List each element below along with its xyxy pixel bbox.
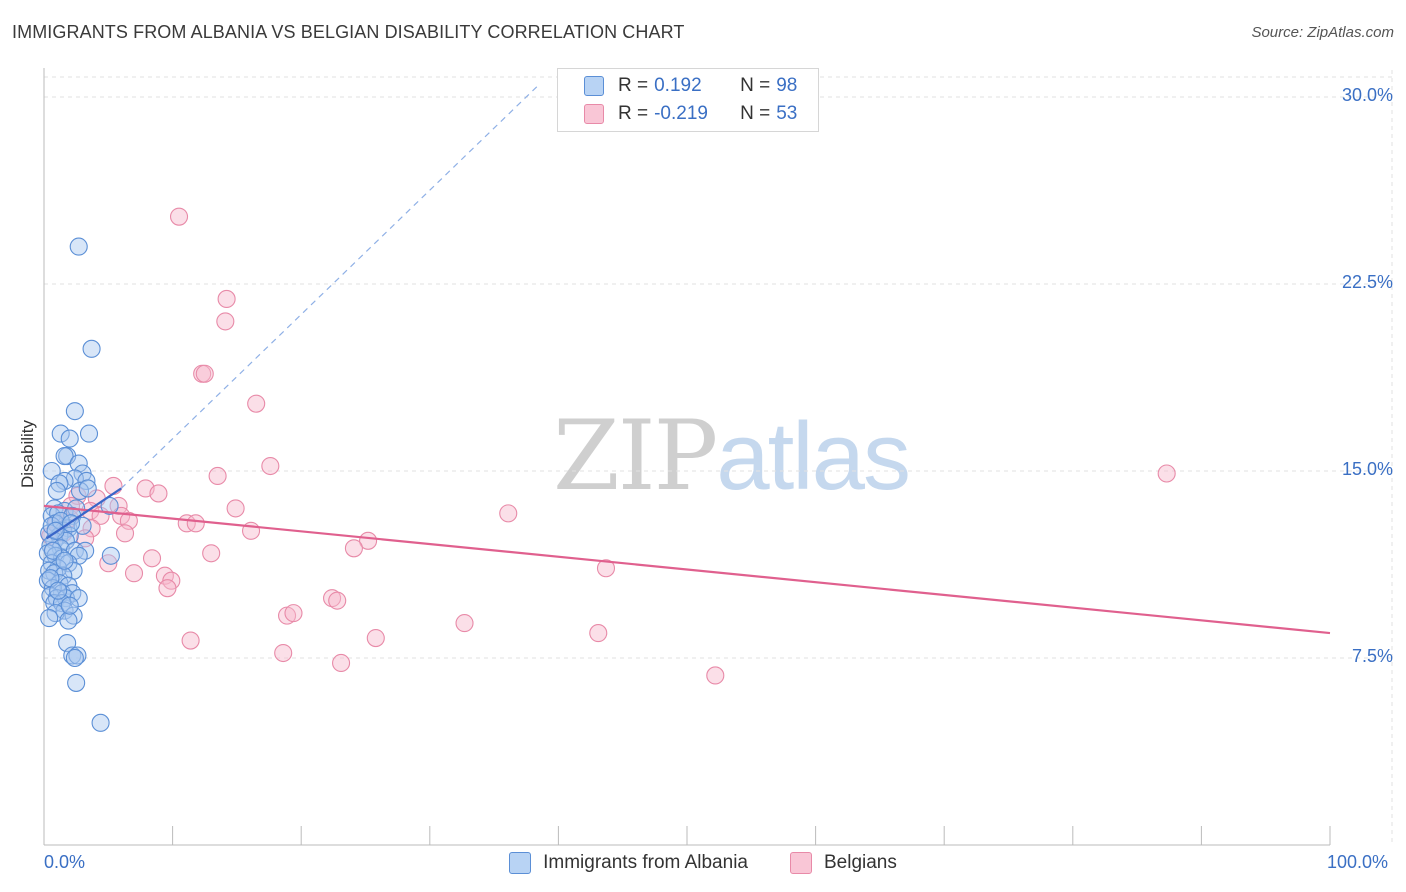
belgian-point — [323, 589, 342, 608]
albania-point — [49, 581, 68, 600]
belgian-point — [1157, 464, 1176, 483]
albania-point — [65, 402, 84, 421]
belgian-point — [115, 524, 135, 543]
x-tick-label-min: 0.0% — [44, 852, 86, 872]
r-label: R = — [618, 103, 649, 124]
axes — [43, 68, 1331, 846]
albania-swatch — [509, 852, 532, 874]
legend-row-albania: R = 0.192 N = 98 — [584, 73, 797, 99]
albania-point — [40, 609, 59, 628]
albania-point — [43, 541, 63, 560]
albania-point — [59, 611, 78, 630]
r-value: 0.192 — [654, 75, 702, 96]
albania-point — [82, 339, 101, 358]
legend-item-albania: Immigrants from Albania — [509, 852, 748, 874]
y-tick-label: 22.5% — [1341, 272, 1393, 292]
belgian-point — [366, 629, 385, 648]
belgian-point — [208, 466, 227, 486]
belgians-points — [41, 207, 1176, 685]
legend-label-albania: Immigrants from Albania — [543, 852, 748, 873]
albania-point — [69, 589, 88, 608]
n-value: 53 — [776, 103, 798, 124]
albania-point — [60, 429, 79, 448]
albania-point — [69, 454, 88, 473]
albania-point — [55, 551, 74, 570]
belgian-point — [158, 579, 177, 598]
n-label: N = — [740, 75, 771, 96]
legend-row-belgians: R = -0.219 N = 53 — [584, 101, 797, 127]
n-value: 98 — [776, 75, 798, 96]
chart-title: IMMIGRANTS FROM ALBANIA VS BELGIAN DISAB… — [12, 22, 685, 42]
albania-point — [50, 474, 69, 493]
albania-point — [60, 596, 79, 615]
albania-point — [51, 424, 70, 443]
source-credit: Source: ZipAtlas.com — [1251, 24, 1394, 41]
belgian-point — [596, 559, 616, 578]
y-tick-label: 30.0% — [1341, 85, 1393, 105]
albania-trend-line — [45, 487, 122, 540]
trend-lines — [43, 84, 1331, 635]
belgians-swatch — [584, 104, 604, 124]
albania-point — [78, 479, 97, 498]
belgian-point — [186, 514, 205, 533]
x-tick-label-max: 100.0% — [1327, 852, 1389, 872]
albania-point — [79, 424, 99, 443]
belgian-point — [195, 364, 214, 383]
belgian-point — [142, 549, 162, 568]
belgian-point — [589, 624, 608, 643]
r-value: -0.219 — [654, 103, 708, 124]
albania-point — [91, 713, 110, 732]
r-label: R = — [618, 75, 649, 96]
albania-point — [67, 673, 86, 692]
albania-point — [69, 237, 88, 256]
albania-trend-extension — [120, 84, 540, 489]
belgian-point — [261, 456, 280, 476]
belgians-trend-line — [43, 504, 1331, 635]
albania-points — [38, 237, 120, 732]
albania-point — [55, 471, 74, 491]
albania-point — [47, 481, 66, 500]
albania-point — [63, 646, 82, 665]
legend-label-belgians: Belgians — [823, 852, 897, 873]
belgian-point — [226, 499, 245, 518]
y-tick-label: 15.0% — [1341, 459, 1393, 479]
belgian-point — [169, 207, 189, 226]
belgian-point — [217, 289, 236, 309]
belgian-point — [124, 564, 144, 583]
belgian-point — [104, 476, 123, 496]
belgians-swatch — [789, 852, 812, 874]
belgian-point — [499, 504, 518, 523]
belgian-point — [706, 666, 725, 685]
albania-point — [77, 471, 96, 491]
belgian-point — [274, 643, 293, 663]
n-label: N = — [740, 103, 771, 124]
belgian-point — [181, 631, 200, 650]
gridlines — [44, 70, 1393, 845]
y-axis-title: Disability — [18, 419, 37, 488]
belgian-point — [216, 312, 235, 331]
albania-swatch — [584, 76, 604, 96]
albania-point — [68, 646, 87, 665]
belgian-point — [247, 394, 266, 413]
belgian-point — [99, 554, 118, 573]
albania-point — [55, 446, 74, 466]
belgian-point — [328, 591, 347, 610]
series-legend: Immigrants from Albania Belgians — [0, 852, 1406, 874]
albania-point — [101, 546, 120, 565]
belgian-point — [332, 653, 351, 673]
albania-point — [64, 606, 83, 625]
belgian-point — [202, 544, 221, 563]
belgian-point — [455, 614, 474, 633]
belgian-point — [344, 539, 363, 558]
legend-item-belgians: Belgians — [789, 852, 897, 874]
y-tick-label: 7.5% — [1351, 646, 1393, 666]
correlation-legend: R = 0.192 N = 98 R = -0.219 N = 53 — [557, 68, 819, 132]
albania-point — [73, 516, 92, 535]
belgian-point — [284, 604, 303, 623]
albania-point — [65, 648, 84, 668]
belgian-point — [149, 484, 168, 503]
